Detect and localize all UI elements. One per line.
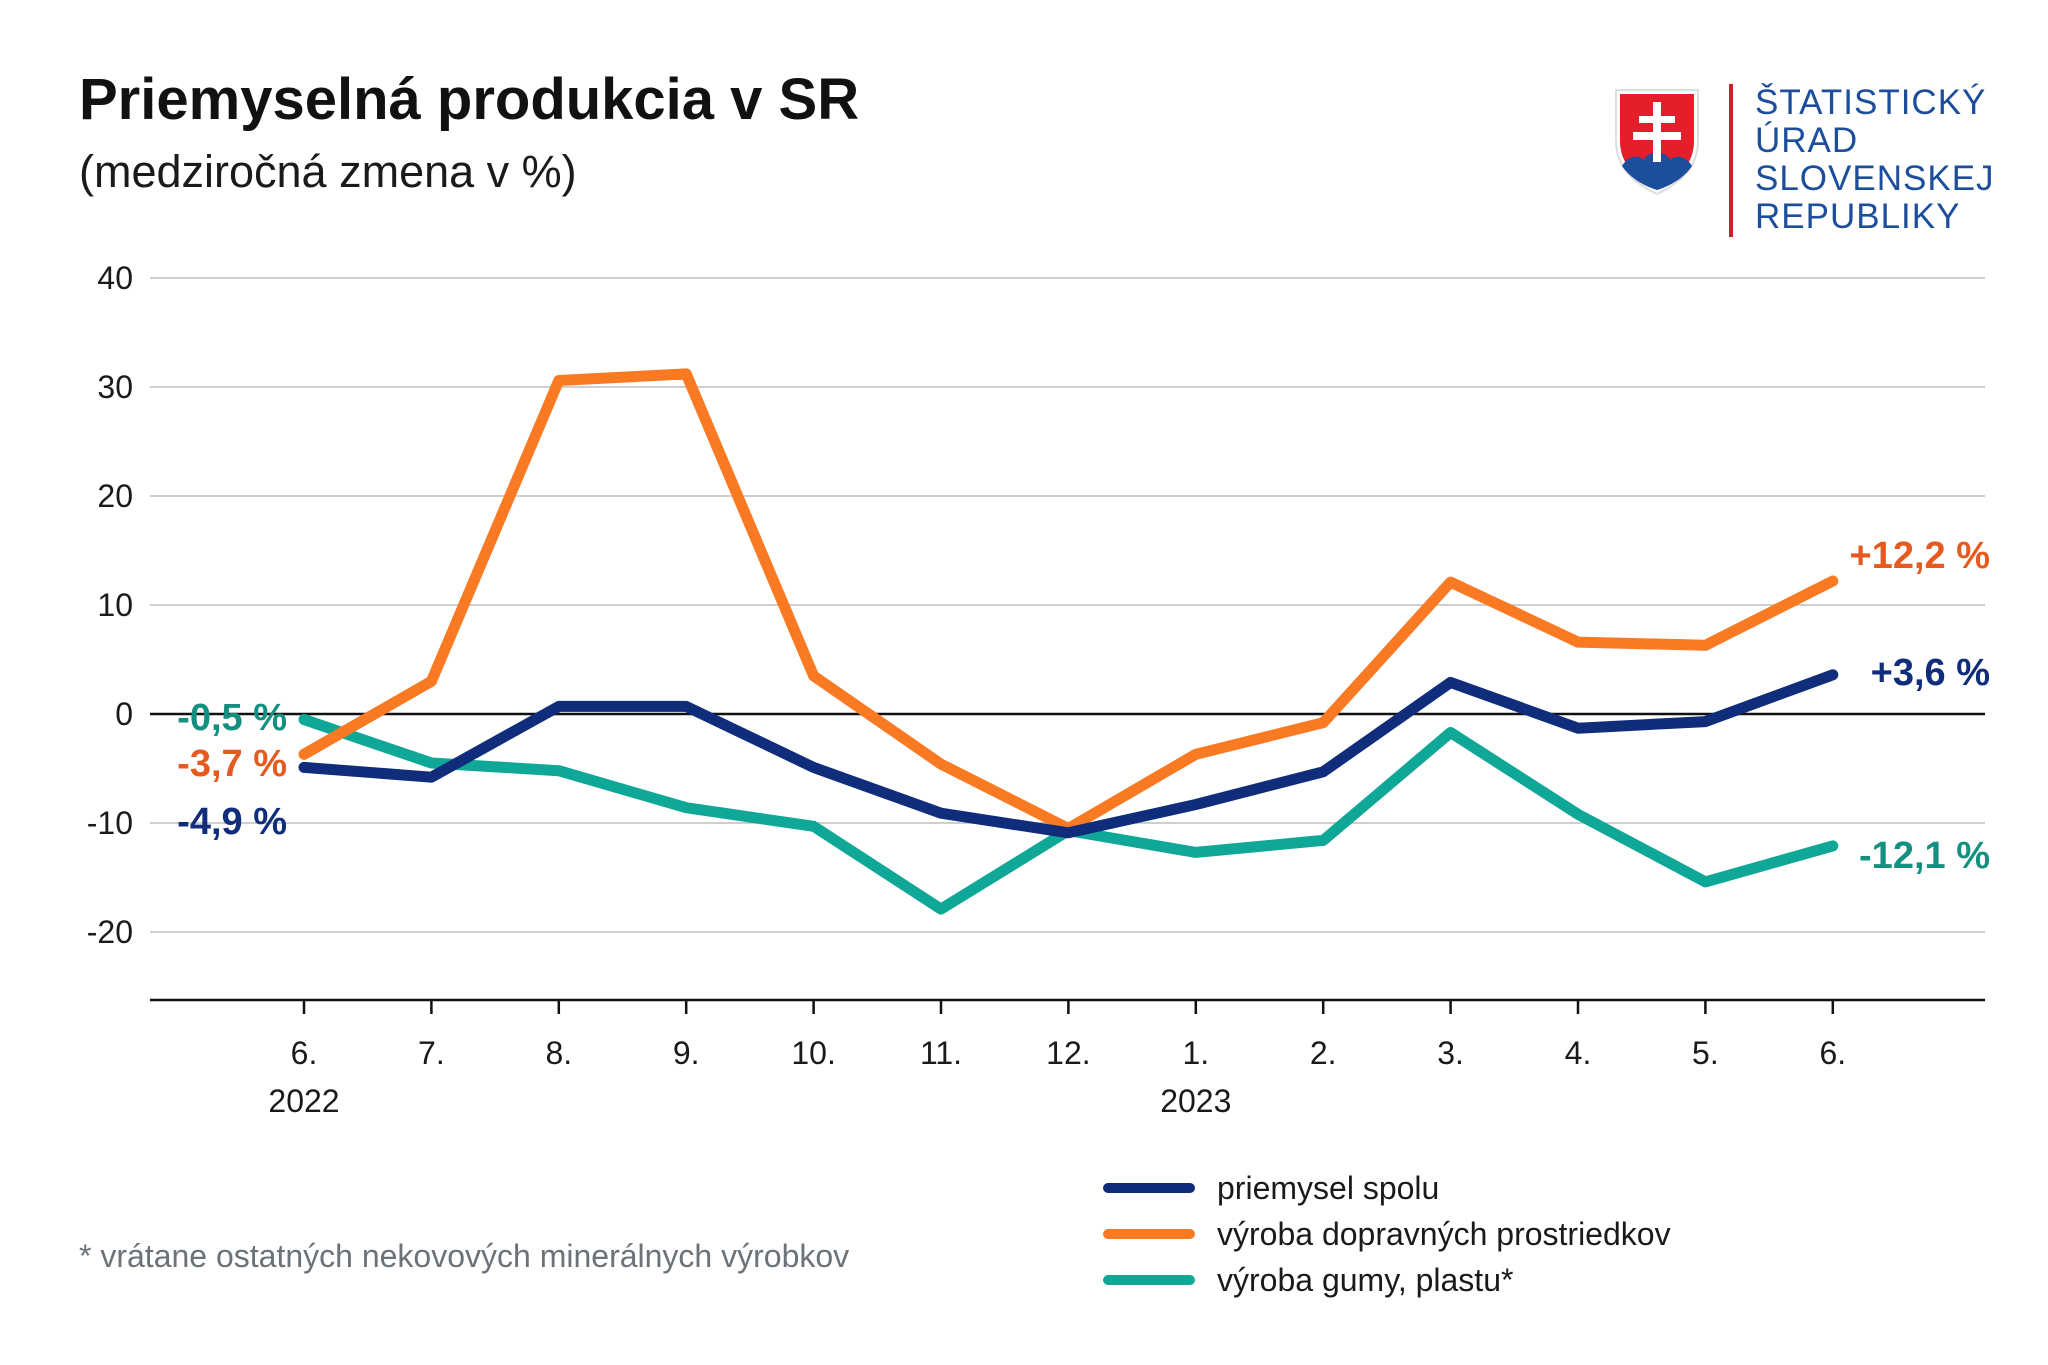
- legend-swatch: [1103, 1229, 1195, 1239]
- x-tick-label: 6.: [1819, 1035, 1846, 1071]
- legend-swatch: [1103, 1183, 1195, 1193]
- legend-item: výroba gumy, plastu*: [1103, 1257, 1671, 1303]
- x-tick-label: 1.: [1182, 1035, 1209, 1071]
- x-tick-label: 9.: [673, 1035, 700, 1071]
- x-tick-label: 5.: [1692, 1035, 1719, 1071]
- series-line: [298, 669, 1839, 839]
- series-end-label: +12,2 %: [1850, 535, 1991, 577]
- logo-text: ŠTATISTICKÝ ÚRAD SLOVENSKEJ REPUBLIKY: [1755, 84, 1995, 236]
- logo-line: REPUBLIKY: [1755, 197, 1961, 236]
- legend-item: výroba dopravných prostriedkov: [1103, 1211, 1671, 1257]
- chart-title: Priemyselná produkcia v SR: [79, 67, 860, 132]
- y-tick-label: 10: [97, 587, 133, 623]
- legend-swatch: [1103, 1275, 1195, 1285]
- statistical-office-logo: ŠTATISTICKÝ ÚRAD SLOVENSKEJ REPUBLIKY: [1612, 84, 2032, 244]
- x-tick-label: 11.: [920, 1035, 962, 1071]
- x-tick-label: 12.: [1046, 1035, 1090, 1071]
- logo-divider: [1729, 84, 1733, 237]
- series-start-label: -4,9 %: [177, 801, 287, 843]
- year-label: 2023: [1160, 1083, 1231, 1119]
- y-tick-label: 30: [97, 369, 133, 405]
- legend-label: priemysel spolu: [1217, 1169, 1440, 1206]
- x-tick-label: 7.: [418, 1035, 445, 1071]
- series-start-label: -3,7 %: [177, 743, 287, 785]
- x-tick-label: 4.: [1565, 1035, 1592, 1071]
- y-tick-label: 0: [115, 696, 133, 732]
- chart-legend: priemysel spolu výroba dopravných prostr…: [1103, 1165, 1671, 1303]
- y-tick-label: 40: [97, 260, 133, 296]
- year-label: 2022: [268, 1083, 339, 1119]
- legend-label: výroba dopravných prostriedkov: [1217, 1215, 1671, 1252]
- x-tick-label: 2.: [1310, 1035, 1337, 1071]
- x-tick-label: 10.: [791, 1035, 835, 1071]
- chart-subtitle: (medziročná zmena v %): [79, 146, 577, 197]
- series-line: [298, 368, 1839, 834]
- legend-item: priemysel spolu: [1103, 1165, 1671, 1211]
- footnote: * vrátane ostatných nekovových minerálny…: [79, 1238, 850, 1274]
- logo-line: ÚRAD: [1755, 121, 1859, 160]
- legend-label: výroba gumy, plastu*: [1217, 1261, 1514, 1298]
- logo-line: SLOVENSKEJ: [1755, 159, 1995, 198]
- x-tick-label: 3.: [1437, 1035, 1464, 1071]
- y-tick-label: 20: [97, 478, 133, 514]
- slovak-coat-of-arms-icon: [1615, 89, 1699, 196]
- y-tick-label: -20: [87, 914, 133, 950]
- series-start-label: -0,5 %: [177, 697, 287, 739]
- series-end-label: +3,6 %: [1871, 652, 1990, 694]
- series-end-label: -12,1 %: [1859, 835, 1990, 877]
- y-tick-label: -10: [87, 805, 133, 841]
- logo-line: ŠTATISTICKÝ: [1755, 83, 1987, 122]
- x-tick-label: 8.: [545, 1035, 572, 1071]
- series-line: [298, 714, 1839, 915]
- x-tick-label: 6.: [291, 1035, 318, 1071]
